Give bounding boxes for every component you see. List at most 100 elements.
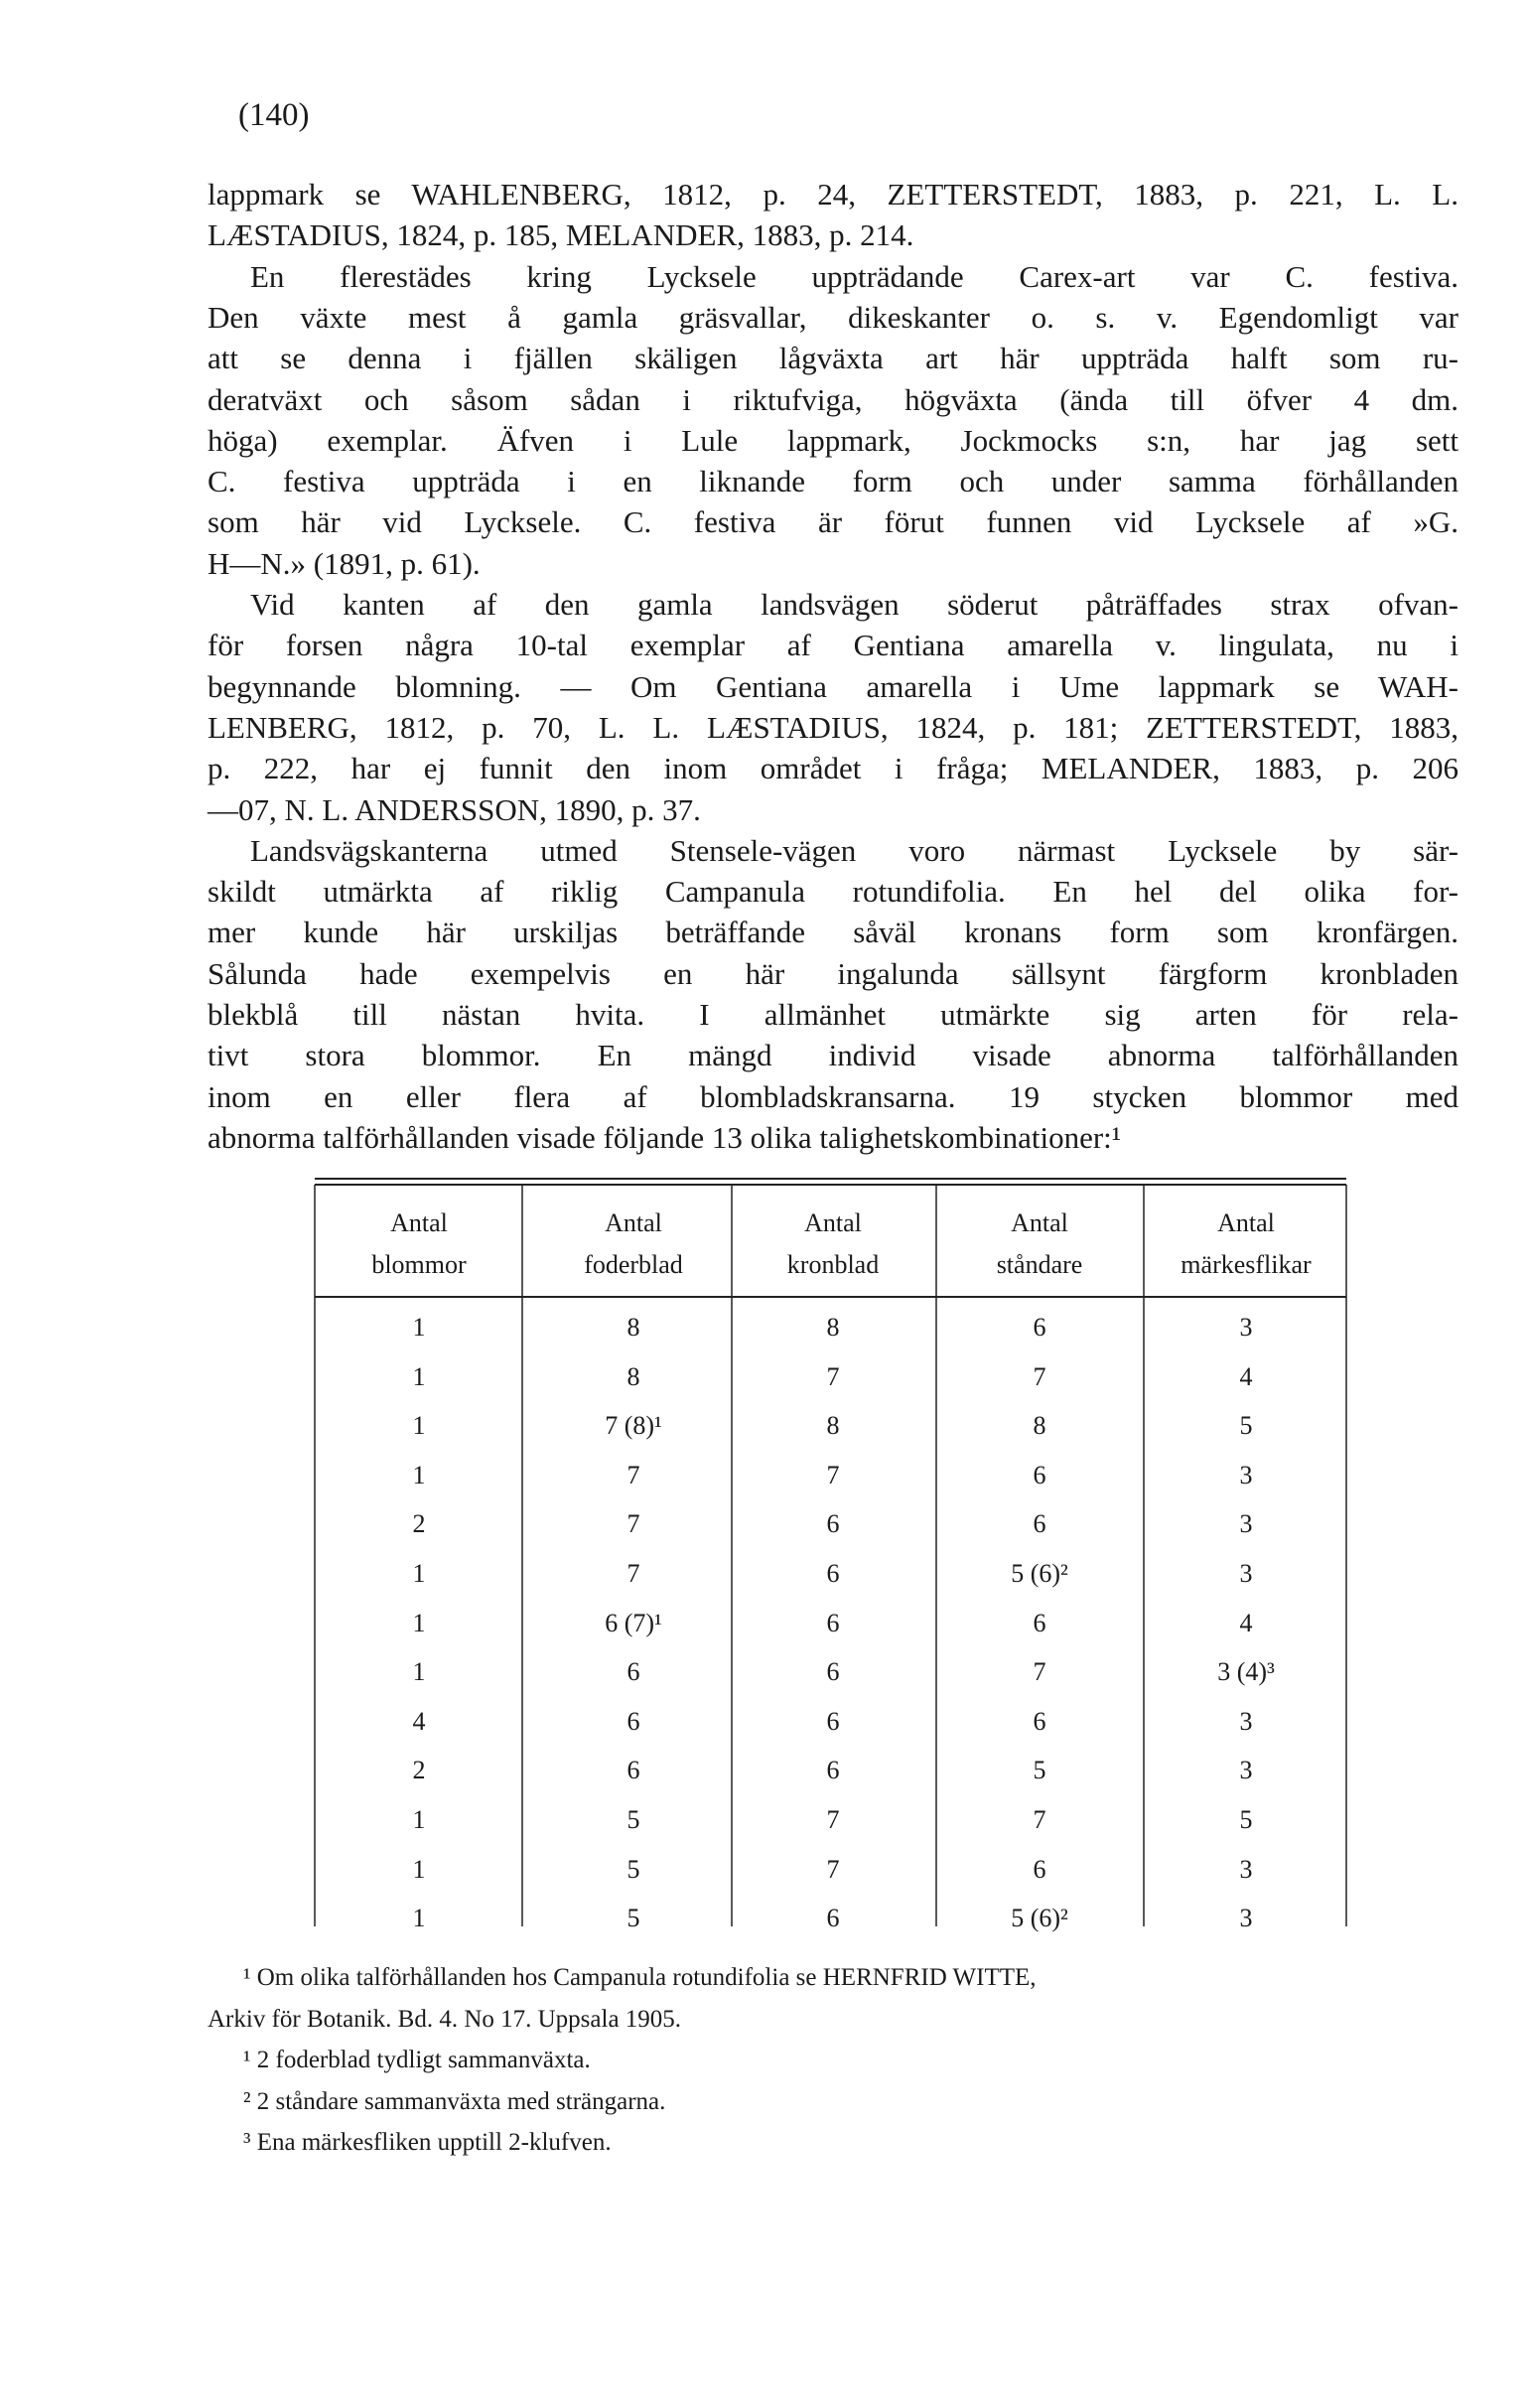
- table-cell: 8: [826, 1313, 840, 1342]
- table-cell: 8: [1033, 1411, 1046, 1441]
- table-cell: 1: [412, 1657, 426, 1687]
- text-line: Landsvägskanterna utmed Stensele-vägen v…: [250, 832, 1459, 868]
- text-line: —07, N. L. ANDERSSON, 1890, p. 37.: [208, 791, 701, 827]
- table-cell: 8: [826, 1411, 840, 1441]
- table-cell: 6: [626, 1657, 640, 1687]
- table-cell: 5 (6)²: [1011, 1559, 1068, 1588]
- page-number: (140): [238, 97, 310, 133]
- table-cell: 6: [826, 1509, 840, 1539]
- table-cell: 1: [412, 1460, 426, 1489]
- text-line: att se denna i fjällen skäligen lågväxta…: [208, 341, 1459, 376]
- table-cell: 6: [626, 1756, 640, 1785]
- table-cell: 5 (6)²: [1011, 1904, 1068, 1933]
- table-cell: 6: [826, 1657, 840, 1687]
- table-cell: 7: [826, 1361, 840, 1391]
- table-cell: 6: [626, 1706, 640, 1736]
- text-line: p. 222, har ej funnit den inom området i…: [208, 751, 1459, 786]
- table-cell: 1: [412, 1313, 426, 1342]
- text-line: mer kunde här urskiljas beträffande såvä…: [208, 915, 1459, 950]
- text-line: Den växte mest å gamla gräsvallar, dikes…: [208, 299, 1459, 335]
- column-header: Antal: [1217, 1208, 1275, 1237]
- footnote-line: ¹ Om olika talförhållanden hos Campanula…: [243, 1964, 1037, 1991]
- table-cell: 6: [826, 1559, 840, 1588]
- text-line: för forsen några 10-tal exemplar af Gent…: [208, 628, 1459, 663]
- table-cell: 1: [412, 1608, 426, 1637]
- column-header: kronblad: [786, 1250, 880, 1279]
- table-cell: 5: [626, 1805, 640, 1834]
- table-cell: 7: [826, 1805, 840, 1834]
- column-header: foderblad: [584, 1250, 683, 1279]
- text-line: Vid kanten af den gamla landsvägen söder…: [250, 587, 1459, 622]
- text-line: som här vid Lycksele. C. festiva är föru…: [208, 504, 1459, 540]
- text-line: Sålunda hade exempelvis en här ingalunda…: [208, 955, 1459, 991]
- text-line: skildt utmärkta af riklig Campanula rotu…: [208, 874, 1459, 910]
- column-header: Antal: [804, 1208, 862, 1237]
- table-cell: 5: [626, 1854, 640, 1884]
- table-cell: 6: [1033, 1313, 1046, 1342]
- table-cell: 3: [1239, 1706, 1253, 1736]
- table-cell: 6: [826, 1756, 840, 1785]
- table-cell: 7: [1033, 1805, 1046, 1834]
- text-line: LENBERG, 1812, p. 70, L. L. LÆSTADIUS, 1…: [208, 709, 1459, 745]
- table-cell: 7 (8)¹: [605, 1411, 662, 1441]
- table-cell: 3: [1239, 1559, 1253, 1588]
- table-cell: 3: [1239, 1313, 1253, 1342]
- table-cell: 7: [826, 1460, 840, 1489]
- table-cell: 7: [626, 1559, 640, 1588]
- table-cell: 6: [1033, 1706, 1046, 1736]
- footnote-line: ² 2 ståndare sammanväxta med strängarna.: [243, 2087, 666, 2115]
- table-cell: 5: [1239, 1411, 1253, 1441]
- text-line: inom en eller flera af blombladskransarn…: [208, 1078, 1459, 1114]
- text-line: tivt stora blommor. En mängd individ vis…: [208, 1038, 1459, 1073]
- table-cell: 8: [626, 1313, 640, 1342]
- table-cell: 1: [412, 1805, 426, 1834]
- table-cell: 7: [1033, 1657, 1046, 1687]
- column-header: ståndare: [996, 1250, 1083, 1279]
- column-header: blommor: [371, 1250, 467, 1279]
- text-line: abnorma talförhållanden visade följande …: [208, 1119, 1122, 1155]
- table-cell: 1: [412, 1361, 426, 1391]
- table-cell: 6: [1033, 1460, 1046, 1489]
- table-cell: 6: [826, 1904, 840, 1933]
- text-line: höga) exemplar. Äfven i Lule lappmark, J…: [208, 422, 1459, 458]
- table-cell: 3: [1239, 1460, 1253, 1489]
- footnote-line: ³ Ena märkesfliken upptill 2-klufven.: [243, 2129, 612, 2156]
- text-line: C. festiva uppträda i en liknande form o…: [208, 464, 1459, 499]
- table-cell: 6: [826, 1706, 840, 1736]
- footnote-line: ¹ 2 foderblad tydligt sammanväxta.: [243, 2047, 591, 2073]
- table-cell: 1: [412, 1854, 426, 1884]
- table-cell: 3 (4)³: [1217, 1657, 1275, 1687]
- table-cell: 3: [1239, 1854, 1253, 1884]
- table-cell: 6: [826, 1608, 840, 1637]
- text-line: En flerestädes kring Lycksele uppträdand…: [250, 258, 1459, 294]
- table-cell: 2: [412, 1509, 426, 1539]
- text-line: blekblå till nästan hvita. I allmänhet u…: [208, 997, 1459, 1032]
- table-cell: 3: [1239, 1509, 1253, 1539]
- column-header: märkesflikar: [1181, 1250, 1312, 1279]
- table-cell: 7: [626, 1460, 640, 1489]
- table-cell: 6: [1033, 1608, 1046, 1637]
- table-cell: 6 (7)¹: [605, 1608, 662, 1637]
- table-cell: 1: [412, 1904, 426, 1933]
- table-cell: 7: [626, 1509, 640, 1539]
- table-cell: 3: [1239, 1756, 1253, 1785]
- table-cell: 8: [626, 1361, 640, 1391]
- column-header: Antal: [1011, 1208, 1068, 1237]
- table-cell: 4: [1239, 1608, 1253, 1637]
- table-cell: 1: [412, 1559, 426, 1588]
- column-header: Antal: [605, 1208, 662, 1237]
- table-cell: 6: [1033, 1509, 1046, 1539]
- table-cell: 3: [1239, 1904, 1253, 1933]
- table-cell: 5: [1033, 1756, 1046, 1785]
- text-line: lappmark se WAHLENBERG, 1812, p. 24, ZET…: [208, 177, 1459, 212]
- table-cell: 4: [1239, 1361, 1253, 1391]
- text-line: H—N.» (1891, p. 61).: [208, 545, 481, 581]
- table-cell: 5: [1239, 1805, 1253, 1834]
- text-line: deratväxt och såsom sådan i riktufviga, …: [208, 381, 1459, 417]
- table-cell: 2: [412, 1756, 426, 1785]
- table-cell: 7: [1033, 1361, 1046, 1391]
- text-line: LÆSTADIUS, 1824, p. 185, MELANDER, 1883,…: [208, 217, 914, 253]
- text-line: begynnande blomning. — Om Gentiana amare…: [208, 668, 1459, 704]
